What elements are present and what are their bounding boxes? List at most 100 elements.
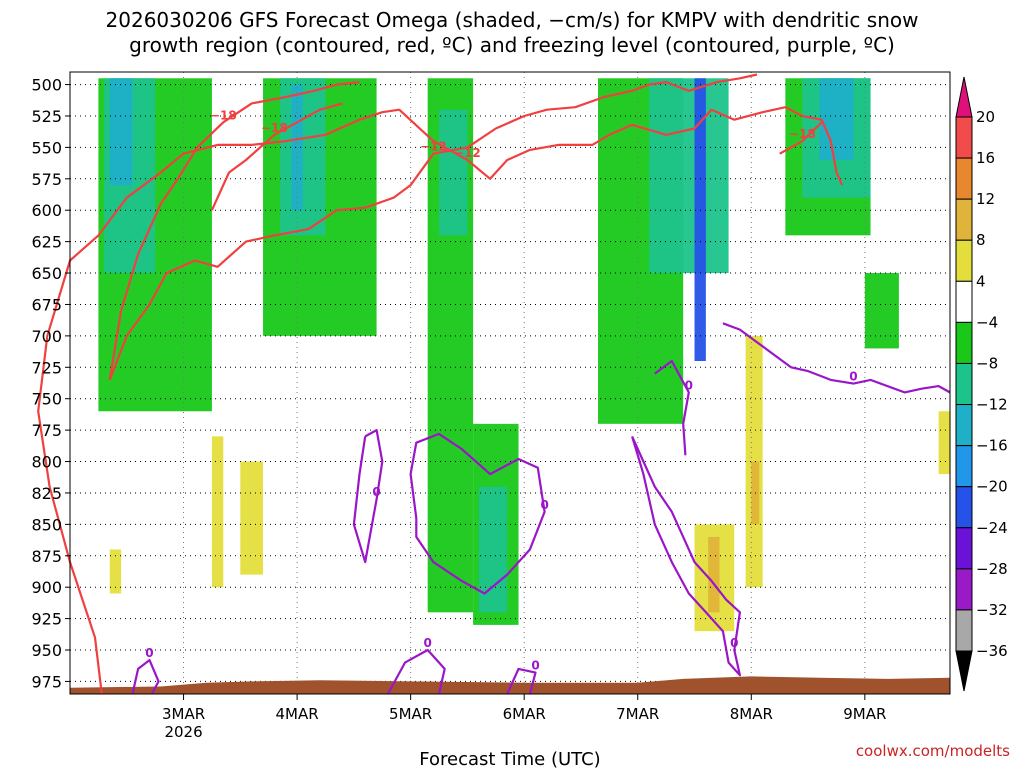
x-tick-label-3MAR: 3MAR — [162, 705, 205, 723]
freezing-contour-line-5 — [131, 659, 160, 695]
x-tick-sublabel-3MAR: 2026 — [164, 723, 202, 741]
freezing-contour-label-7: 0 — [531, 659, 539, 673]
colorbar-bin-4 — [955, 280, 973, 323]
omega-shade-9 — [478, 486, 508, 613]
colorbar-bin-5 — [955, 321, 973, 364]
colorbar-label-13: −36 — [976, 642, 1008, 660]
colorbar-label-3: 8 — [976, 231, 986, 249]
omega-shade-7 — [439, 109, 468, 236]
colorbar-bin-9 — [955, 486, 973, 529]
freezing-contour-label-3: 0 — [685, 378, 693, 392]
y-tick-label-950: 950 — [31, 641, 62, 660]
credit-link[interactable]: coolwx.com/modelts — [855, 742, 1010, 760]
colorbar-bin-12 — [955, 609, 973, 652]
colorbar-label-1: 16 — [976, 149, 995, 167]
colorbar-bin-7 — [955, 404, 973, 447]
x-tick-label-4MAR: 4MAR — [276, 705, 319, 723]
omega-shade-17 — [109, 549, 122, 594]
y-tick-label-550: 550 — [31, 138, 62, 157]
freezing-contour-line-0 — [409, 432, 546, 595]
dgz-contour-line-1 — [108, 81, 360, 381]
freezing-contour-line-3 — [654, 359, 690, 456]
x-tick-label-6MAR: 6MAR — [503, 705, 546, 723]
y-tick-label-575: 575 — [31, 170, 62, 189]
x-tick-label-5MAR: 5MAR — [389, 705, 432, 723]
colorbar-bin-8 — [955, 445, 973, 488]
freezing-contour-line-4 — [722, 322, 951, 394]
colorbar: 20 16 12 8 4 −4 −8 −12 −16 −20 −24 −28 −32 −36 — [955, 76, 1008, 692]
freezing-contour-label-4: 0 — [849, 370, 857, 384]
dgz-contour-line-4 — [779, 121, 823, 155]
y-tick-label-925: 925 — [31, 610, 62, 629]
colorbar-bin-2 — [955, 198, 973, 241]
omega-shade-24 — [938, 411, 950, 475]
colorbar-bottom-arrow — [955, 650, 973, 692]
freezing-contour-label-1: 0 — [372, 485, 380, 499]
dgz-contour-line-3 — [210, 102, 343, 211]
colorbar-bin-1 — [955, 157, 973, 200]
colorbar-bin-11 — [955, 568, 973, 611]
freezing-contour-line-2 — [631, 435, 741, 677]
y-tick-label-650: 650 — [31, 264, 62, 283]
colorbar-bin-10 — [955, 527, 973, 570]
freezing-contour-label-5: 0 — [145, 646, 153, 660]
colorbar-bin-6 — [955, 362, 973, 406]
y-tick-label-900: 900 — [31, 578, 62, 597]
y-tick-label-600: 600 — [31, 201, 62, 220]
colorbar-label-5: −4 — [976, 313, 998, 331]
y-tick-label-975: 975 — [31, 672, 62, 691]
dgz-contour-line-2 — [108, 73, 758, 381]
plot-frame — [69, 71, 951, 695]
omega-shade-2 — [109, 78, 133, 186]
dgz-contour-label-4: −18 — [789, 127, 816, 141]
colorbar-bin-0 — [955, 116, 973, 159]
omega-shade-21 — [708, 536, 720, 613]
y-tick-label-675: 675 — [31, 295, 62, 314]
freezing-contour-label-6: 0 — [423, 636, 431, 650]
colorbar-bin-3 — [955, 239, 973, 282]
colorbar-top-arrow — [955, 76, 973, 118]
dgz-contour-label-2: −12 — [420, 140, 447, 154]
y-tick-label-850: 850 — [31, 515, 62, 534]
y-tick-label-625: 625 — [31, 233, 62, 252]
chart-title-line-2: growth region (contoured, red, ºC) and f… — [129, 33, 895, 57]
gridlines — [70, 72, 950, 694]
chart-title-line-1: 2026030206 GFS Forecast Omega (shaded, −… — [105, 8, 919, 32]
colorbar-label-11: −28 — [976, 560, 1008, 578]
freezing-contour-label-2: 0 — [730, 636, 738, 650]
y-tick-label-525: 525 — [31, 107, 62, 126]
omega-shading-layer — [98, 78, 950, 632]
omega-shade-18 — [211, 436, 224, 588]
dgz-contour-label-3: −18 — [261, 121, 288, 135]
omega-shade-19 — [240, 461, 264, 575]
y-tick-label-825: 825 — [31, 484, 62, 503]
colorbar-label-2: 12 — [976, 190, 995, 208]
dendritic-growth-contours: −12−18−12−18 −18 — [37, 73, 844, 695]
freezing-contour-label-0: 0 — [540, 498, 548, 512]
freezing-contour-line-1 — [352, 429, 384, 564]
y-tick-label-775: 775 — [31, 421, 62, 440]
y-tick-label-500: 500 — [31, 76, 62, 95]
y-tick-label-800: 800 — [31, 453, 62, 472]
omega-shade-16 — [864, 273, 899, 349]
y-tick-label-875: 875 — [31, 547, 62, 566]
colorbar-label-6: −8 — [976, 354, 998, 372]
y-axis: 500 525 550 575 600 625 650 675 700 725 750 775 800 8… — [31, 76, 70, 691]
y-tick-label-725: 725 — [31, 358, 62, 377]
x-tick-label-9MAR: 9MAR — [843, 705, 886, 723]
colorbar-label-7: −12 — [976, 396, 1008, 414]
freezing-level-contours: 0 0 0 0 0 0 0 0 — [131, 322, 951, 695]
omega-shade-15 — [819, 78, 854, 160]
colorbar-label-10: −24 — [976, 519, 1008, 537]
colorbar-label-12: −32 — [976, 601, 1008, 619]
freezing-contour-line-6 — [386, 648, 446, 695]
x-axis-title: Forecast Time (UTC) — [419, 749, 600, 768]
y-tick-label-700: 700 — [31, 327, 62, 346]
colorbar-label-8: −16 — [976, 437, 1008, 455]
freezing-contour-line-7 — [506, 667, 537, 695]
x-tick-label-7MAR: 7MAR — [616, 705, 659, 723]
omega-shade-11 — [649, 78, 729, 274]
omega-shade-12 — [694, 78, 706, 362]
